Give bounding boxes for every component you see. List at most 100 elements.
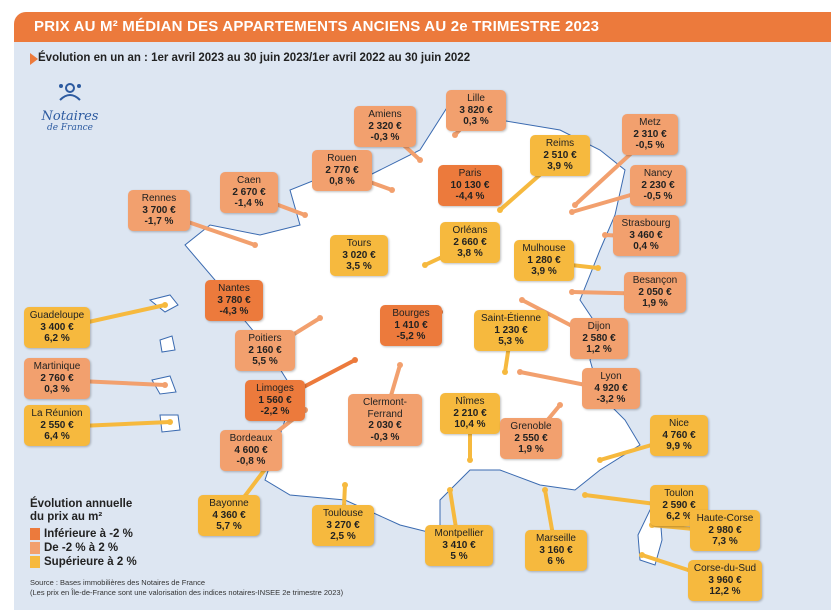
city-name: Toulon <box>664 488 694 499</box>
city-price: 2 230 € <box>641 179 675 191</box>
legend-label: Supérieure à 2 % <box>44 556 137 568</box>
city-label-box: Rennes 3 700 € -1,7 % <box>128 190 190 231</box>
city-name: Bordeaux <box>229 433 273 444</box>
city-change: 0,3 % <box>463 116 489 127</box>
city-change: -2,2 % <box>260 406 290 417</box>
city-change: -5,2 % <box>396 331 426 342</box>
city-change: 1,9 % <box>518 444 544 455</box>
city-name: Grenoble <box>510 421 552 432</box>
city-name: Paris <box>458 168 482 179</box>
city-price: 2 980 € <box>708 524 742 536</box>
city-label-box: Saint-Étienne 1 230 €5,3 % <box>474 310 548 351</box>
city-marker <box>302 212 308 218</box>
city-label-box: Poitiers 2 160 €5,5 % <box>235 330 295 371</box>
city-label-box: Nantes 3 780 € -4,3 % <box>205 280 263 321</box>
city-name: Orléans <box>452 225 488 236</box>
footnote-text: (Les prix en Île-de-France sont une valo… <box>30 588 344 597</box>
city-change: 7,3 % <box>712 536 738 547</box>
logo-name: Notaires <box>41 109 99 124</box>
city-marker <box>317 315 323 321</box>
city-label-box: Guadeloupe 3 400 €6,2 % <box>24 307 90 348</box>
city-change: 5,5 % <box>252 356 278 367</box>
legend-label: De -2 % à 2 % <box>44 542 119 554</box>
city-price: 3 960 € <box>708 574 742 586</box>
city-label-box: Orléans 2 660 €3,8 % <box>440 222 500 263</box>
city-price: 2 590 € <box>662 499 696 511</box>
city-marker <box>582 492 588 498</box>
city-price: 2 760 € <box>40 372 74 384</box>
city-marker <box>447 487 453 493</box>
city-marker <box>597 457 603 463</box>
city-price: 1 230 € <box>494 324 528 336</box>
city-price: 2 310 € <box>633 128 667 140</box>
city-marker <box>569 209 575 215</box>
city-marker <box>602 232 608 238</box>
city-name: Bayonne <box>209 498 249 509</box>
city-label-box: Bordeaux 4 600 € -0,8 % <box>220 430 282 471</box>
city-label-box: Toulouse 3 270 €2,5 % <box>312 505 374 546</box>
city-name: Caen <box>237 175 261 186</box>
logo-sub: de France <box>46 123 94 133</box>
city-label-box: Reims 2 510 €3,9 % <box>530 135 590 176</box>
city-name: Lyon <box>600 371 622 382</box>
city-price: 3 270 € <box>326 519 360 531</box>
city-label-box: Lyon 4 920 € -3,2 % <box>582 368 640 409</box>
city-change: 10,4 % <box>454 419 486 430</box>
city-change: 12,2 % <box>709 586 741 597</box>
city-label-box: Paris 10 130 € -4,4 % <box>438 165 502 206</box>
city-marker <box>252 242 258 248</box>
legend-item-low: Inférieure à -2 % <box>30 527 137 541</box>
city-label-box: Nîmes 2 210 €10,4 % <box>440 393 500 434</box>
city-change: 1,2 % <box>586 344 612 355</box>
city-name: Guadeloupe <box>29 310 85 321</box>
city-label-box: Grenoble 2 550 €1,9 % <box>500 418 562 459</box>
city-name: Saint-Étienne <box>480 313 542 324</box>
triangle-bullet-icon <box>30 53 38 65</box>
city-marker <box>342 482 348 488</box>
city-label-box: Caen 2 670 € -1,4 % <box>220 172 278 213</box>
city-marker <box>162 302 168 308</box>
city-price: 2 210 € <box>453 407 487 419</box>
city-name: Besançon <box>632 275 678 286</box>
city-price: 2 510 € <box>543 149 577 161</box>
city-marker <box>502 369 508 375</box>
city-price: 2 160 € <box>248 344 282 356</box>
city-price: 4 360 € <box>212 509 246 521</box>
city-price: 2 050 € <box>638 286 672 298</box>
city-label-box: Amiens 2 320 € -0,3 % <box>354 106 416 147</box>
city-label-box: Bayonne 4 360 €5,7 % <box>198 495 260 536</box>
city-label-box: Haute-Corse 2 980 €7,3 % <box>690 510 760 551</box>
city-name: Tours <box>346 238 372 249</box>
city-change: -1,7 % <box>144 216 174 227</box>
city-price: 2 030 € <box>368 420 402 431</box>
city-change: 0,4 % <box>633 241 659 252</box>
city-marker <box>572 202 578 208</box>
city-name: Nîmes <box>455 396 485 407</box>
city-name: Strasbourg <box>621 218 671 229</box>
city-label-box: Dijon 2 580 €1,2 % <box>570 318 628 359</box>
city-name: Poitiers <box>248 333 282 344</box>
legend-heading-line-2: du prix au m² <box>30 511 103 523</box>
city-price: 3 820 € <box>459 104 493 116</box>
city-change: 6,2 % <box>666 511 692 522</box>
city-price: 3 160 € <box>539 544 573 556</box>
city-label-box: Corse-du-Sud 3 960 €12,2 % <box>688 560 762 601</box>
city-label-box: Tours 3 020 €3,5 % <box>330 235 388 276</box>
city-marker <box>162 382 168 388</box>
city-name: Amiens <box>368 109 402 120</box>
city-name: Clermont-Ferrand <box>363 397 407 420</box>
city-name: Marseille <box>535 533 576 544</box>
city-change: 9,9 % <box>666 441 692 452</box>
city-marker <box>389 187 395 193</box>
city-name: Lille <box>467 93 485 104</box>
city-label-box: Nice 4 760 €9,9 % <box>650 415 708 456</box>
city-price: 2 320 € <box>368 120 402 132</box>
city-marker <box>639 552 645 558</box>
city-price: 4 760 € <box>662 429 696 441</box>
city-label-box: Bourges 1 410 € -5,2 % <box>380 305 442 346</box>
city-name: Montpellier <box>434 528 484 539</box>
city-marker <box>569 289 575 295</box>
city-label-box: Besançon 2 050 €1,9 % <box>624 272 686 313</box>
city-price: 1 410 € <box>394 319 428 331</box>
city-marker <box>422 262 428 268</box>
